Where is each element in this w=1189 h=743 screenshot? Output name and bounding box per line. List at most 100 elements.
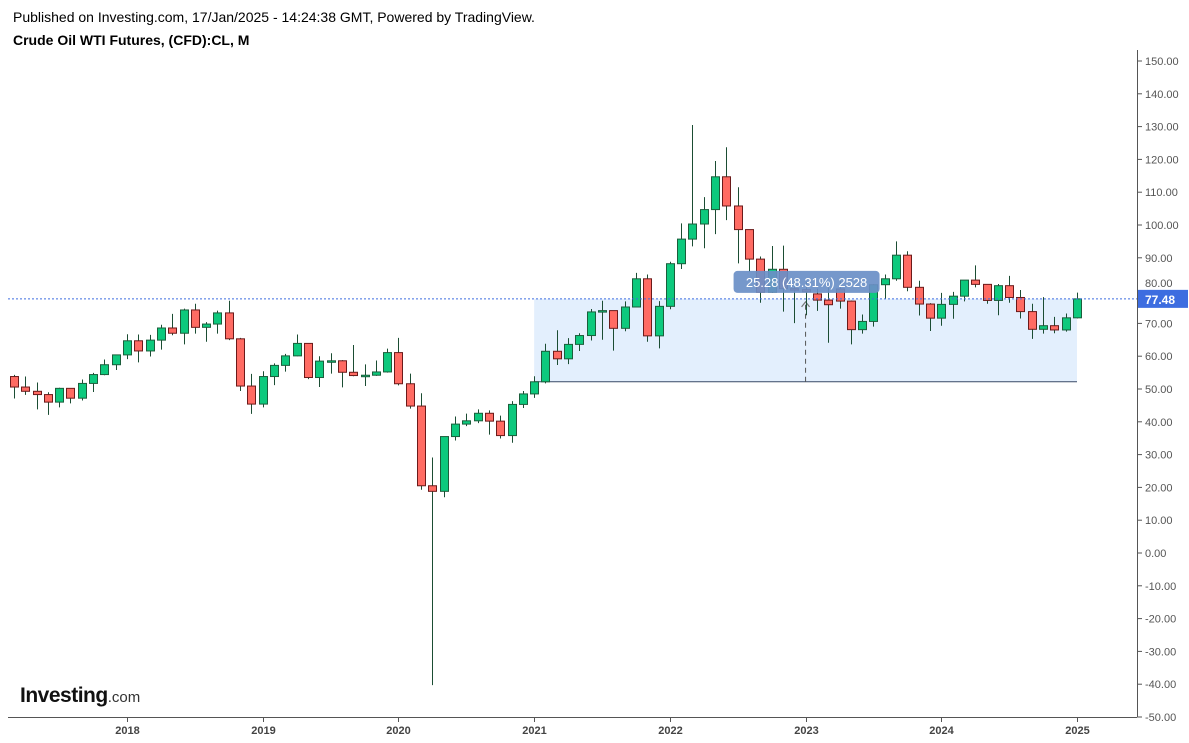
candle-body-up [858, 320, 867, 331]
candle-body-up [474, 412, 483, 422]
candle-body-up [372, 371, 381, 376]
candle-body-up [632, 278, 641, 308]
candle [598, 300, 607, 340]
candle-body-up [270, 364, 279, 378]
candle-body-down [394, 352, 403, 385]
y-tick-label: -40.00 [1145, 679, 1176, 691]
candle-body-up [575, 335, 584, 345]
candle-body-up [202, 323, 211, 328]
candle-body-down [745, 229, 754, 260]
candle [304, 342, 313, 380]
candle-body-up [1073, 298, 1082, 319]
candle [394, 337, 403, 386]
candle-body-up [700, 209, 709, 225]
candle-body-down [168, 327, 177, 334]
candle-body-up [383, 352, 392, 373]
candle-body-up [949, 295, 958, 305]
candle [937, 292, 946, 326]
candle-body-down [236, 338, 245, 387]
candle-body-down [66, 387, 75, 399]
y-tick-label: 10.00 [1145, 515, 1173, 527]
candle [666, 261, 675, 310]
candle [496, 415, 505, 439]
measure-arrow-icon [801, 300, 811, 308]
candle-body-up [213, 312, 222, 325]
candle [655, 301, 664, 349]
candle [700, 197, 709, 249]
candle [191, 303, 200, 334]
candle-body-down [824, 299, 833, 306]
candle-body-up [361, 374, 370, 378]
candle [587, 308, 596, 341]
last-price-label: 77.48 [1145, 293, 1175, 307]
y-tick-label: 20.00 [1145, 482, 1173, 494]
logo-suffix: .com [107, 689, 141, 706]
candle-body-down [21, 386, 30, 392]
y-tick-label: 0.00 [1145, 548, 1166, 560]
candle [1005, 275, 1014, 303]
candle-body-up [937, 303, 946, 319]
published-info: Published on Investing.com, 17/Jan/2025 … [13, 9, 535, 25]
candle [508, 401, 517, 443]
x-tick-label: 2025 [1065, 725, 1089, 737]
candle-body-up [564, 343, 573, 360]
candle [10, 374, 19, 399]
candle [383, 348, 392, 373]
y-tick-label: -50.00 [1145, 712, 1176, 724]
candle-body-up [892, 254, 901, 280]
candle [915, 280, 924, 316]
candle-body-up [440, 436, 449, 492]
candle [417, 393, 426, 490]
candle [33, 382, 42, 410]
candle [44, 392, 53, 415]
candle [949, 291, 958, 319]
candle-body-down [304, 342, 313, 379]
candle-body-up [598, 310, 607, 313]
candle-body-up [327, 360, 336, 363]
candle [1016, 289, 1025, 319]
y-tick-label: -30.00 [1145, 646, 1176, 658]
candle [315, 356, 324, 388]
candle-body-down [813, 293, 822, 301]
candle [259, 371, 268, 408]
candle-body-down [10, 376, 19, 388]
x-tick-label: 2022 [658, 725, 682, 737]
candle-body-up [157, 327, 166, 341]
candle-body-down [847, 300, 856, 331]
candle-body-down [417, 405, 426, 487]
candle-body-up [259, 376, 268, 405]
candle [1028, 303, 1037, 339]
candle-body-down [915, 286, 924, 305]
candle-body-down [496, 420, 505, 437]
candle-body-up [112, 354, 121, 366]
candle [338, 360, 347, 388]
candle-body-down [734, 205, 743, 231]
candle-body-down [428, 485, 437, 492]
candle [677, 223, 686, 269]
candle [1073, 292, 1082, 319]
candle-body-down [983, 283, 992, 301]
candle-body-down [1050, 325, 1059, 331]
candle [146, 334, 155, 357]
candle [926, 303, 935, 331]
candle-body-down [643, 278, 652, 337]
candle-body-down [971, 279, 980, 285]
candle [428, 457, 437, 686]
overlay: 25.28 (48.31%) 2528 77.48 [8, 270, 1188, 308]
candle [722, 147, 731, 221]
candle [168, 313, 177, 336]
candle-body-down [247, 385, 256, 405]
candle-body-up [180, 309, 189, 334]
candle-body-down [44, 394, 53, 403]
candle-body-up [100, 364, 109, 376]
y-tick-label: 80.00 [1145, 278, 1173, 290]
candle [1039, 297, 1048, 334]
investing-logo: Investing.com [20, 684, 140, 708]
candle-body-up [711, 176, 720, 211]
x-tick-label: 2018 [115, 725, 139, 737]
candle-body-up [666, 263, 675, 307]
candle-body-up [78, 382, 87, 399]
candle [892, 241, 901, 281]
candle [440, 436, 449, 498]
